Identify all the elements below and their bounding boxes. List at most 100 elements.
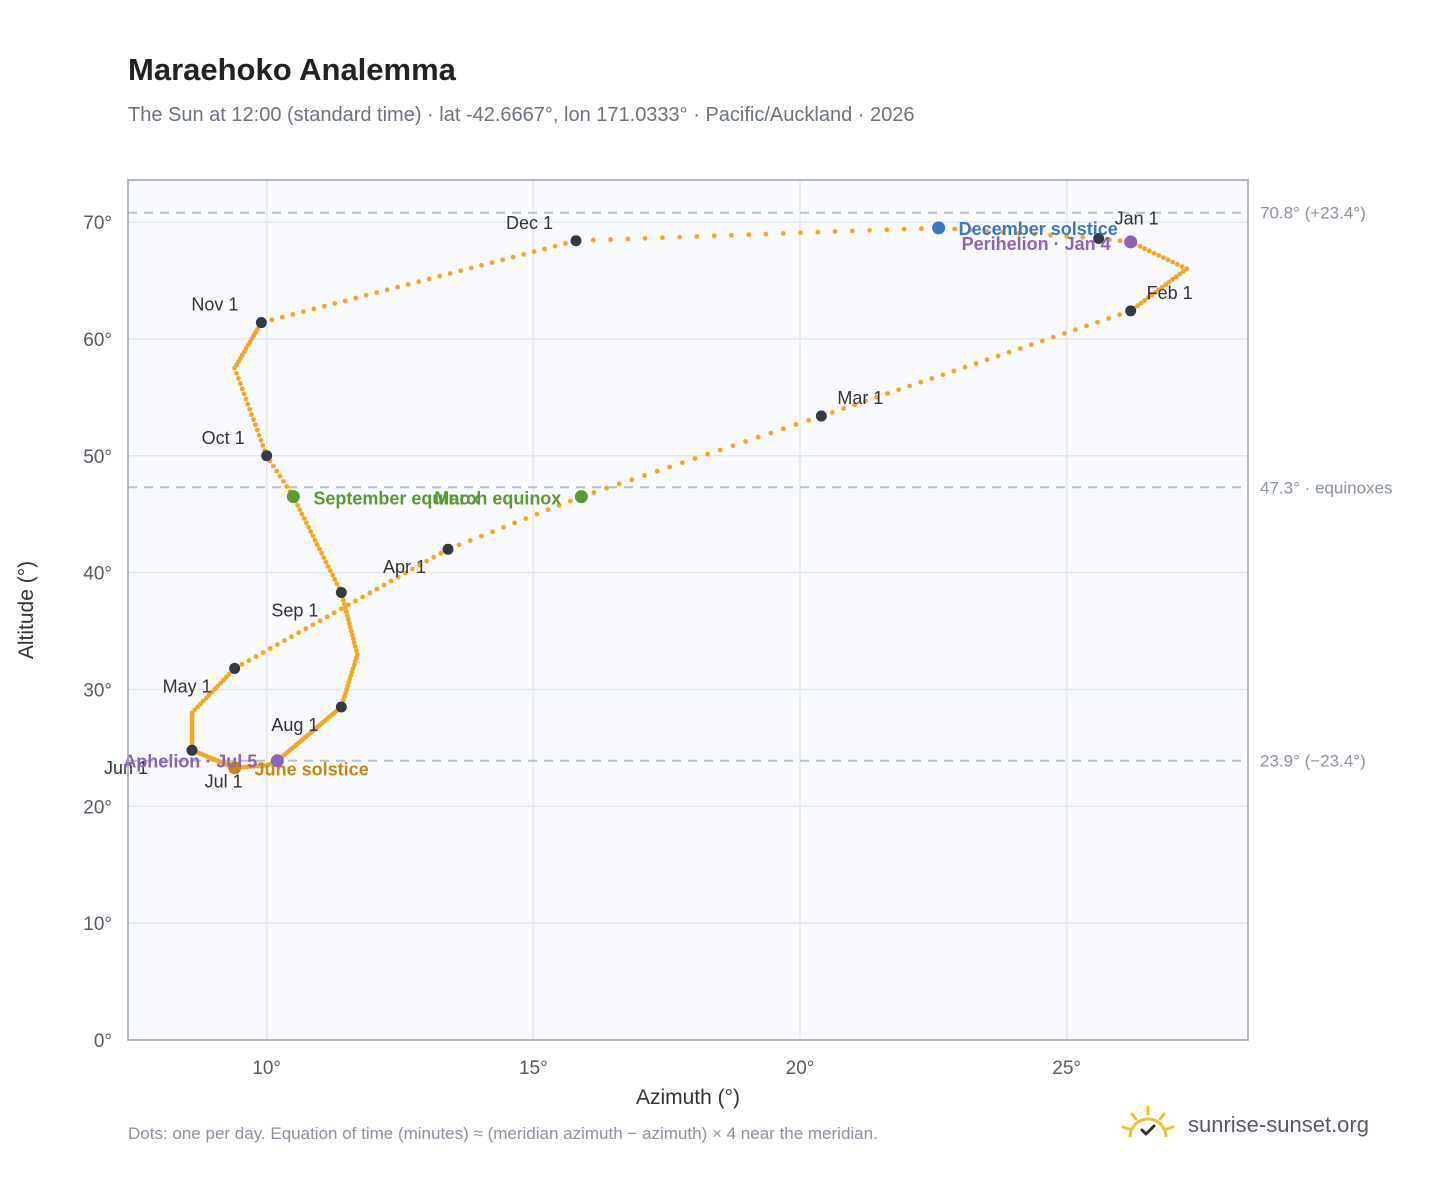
daily-dot [295,502,301,508]
plot-frame [127,179,1249,1041]
daily-dot [863,398,868,404]
daily-dot [500,257,505,263]
daily-dot [431,554,437,560]
daily-dot [1006,349,1012,355]
daily-dot [521,251,526,257]
daily-dot [874,394,879,400]
daily-dot [246,658,252,663]
daily-dot [341,601,347,607]
daily-dot [591,490,597,495]
daily-dot [260,650,266,655]
daily-dot [1146,248,1152,254]
daily-dot [1180,269,1186,274]
event-marker [1124,235,1138,249]
daily-dot [308,529,314,534]
daily-dot [346,621,352,626]
reference-line-label: 47.3° · equinoxes [1260,478,1393,497]
daily-dot [243,396,249,402]
daily-dot [907,383,913,389]
month-marker [335,701,347,713]
daily-dot [192,707,198,713]
daily-dot [667,464,673,470]
daily-dot [350,636,356,642]
daily-dot [256,432,262,438]
daily-dot [340,597,346,603]
reference-line-label: 70.8° (+23.4°) [1260,204,1366,223]
daily-dot [1135,303,1141,309]
daily-dot [254,427,260,433]
daily-dot [1039,338,1045,344]
daily-dot [746,232,752,238]
y-tick-label: 40° [83,564,112,585]
month-marker [255,317,267,329]
daily-dot [478,533,484,539]
daily-dot [304,520,309,526]
daily-dot [1048,232,1054,238]
chart-title: Maraehoko Analemma [128,52,456,87]
daily-dot [763,231,769,237]
daily-dot [1117,312,1123,318]
y-tick-label: 50° [83,447,112,468]
daily-dot [625,236,631,242]
daily-dot [388,578,394,584]
daily-dot [290,311,296,317]
daily-dot [556,503,562,508]
daily-dot [531,249,537,255]
daily-dot [1166,279,1172,285]
daily-dot [1142,297,1148,303]
daily-dot [929,376,935,381]
daily-dot [608,237,613,242]
month-label: Sep 1 [271,600,318,620]
daily-dot [253,654,259,659]
event-marker [228,761,242,775]
daily-dot [832,229,838,234]
daily-dot [798,230,803,236]
daily-dot [215,683,221,689]
daily-dot [654,468,660,474]
daily-dot [223,674,229,680]
x-tick-label: 15° [519,1058,548,1079]
daily-dot [952,226,958,232]
daily-dot [896,387,902,393]
daily-dot [1163,282,1169,287]
daily-dot [490,529,495,535]
daily-dot [523,516,529,521]
daily-dot [1174,261,1180,267]
daily-dot [1137,244,1143,249]
daily-dot [458,268,464,274]
daily-dot [659,235,665,241]
month-label: Dec 1 [506,213,553,233]
daily-dot [717,447,723,453]
month-label: Jan 1 [1115,208,1159,228]
daily-dot [1028,342,1034,348]
daily-dot [629,477,635,483]
daily-dot [343,609,349,615]
y-tick-label: 30° [83,680,112,701]
daily-dot [289,634,294,640]
month-marker [1093,232,1105,244]
daily-dot [968,227,974,233]
daily-dot [360,594,366,600]
daily-dot [282,638,287,644]
daily-dot [1117,238,1123,244]
daily-dot [346,602,351,608]
daily-dot [692,456,698,461]
daily-dot [806,417,812,423]
daily-dot [438,550,444,556]
daily-dot [1149,292,1155,298]
daily-dot [348,628,354,634]
daily-dot [456,542,462,548]
axis-ticks: 10° 15° 20° 25° 0° 10° 20° 30° 40° 50° 60° 70° [83,213,1081,1079]
daily-dot [962,364,968,370]
daily-dot [545,507,551,513]
daily-dot [374,586,380,592]
daily-dot [279,314,285,320]
daily-dot [354,652,360,657]
daily-dot [1061,331,1067,336]
daily-dot [1080,234,1086,240]
daily-dot [1173,274,1179,280]
daily-dot [277,473,283,479]
daily-dot [1159,284,1165,290]
